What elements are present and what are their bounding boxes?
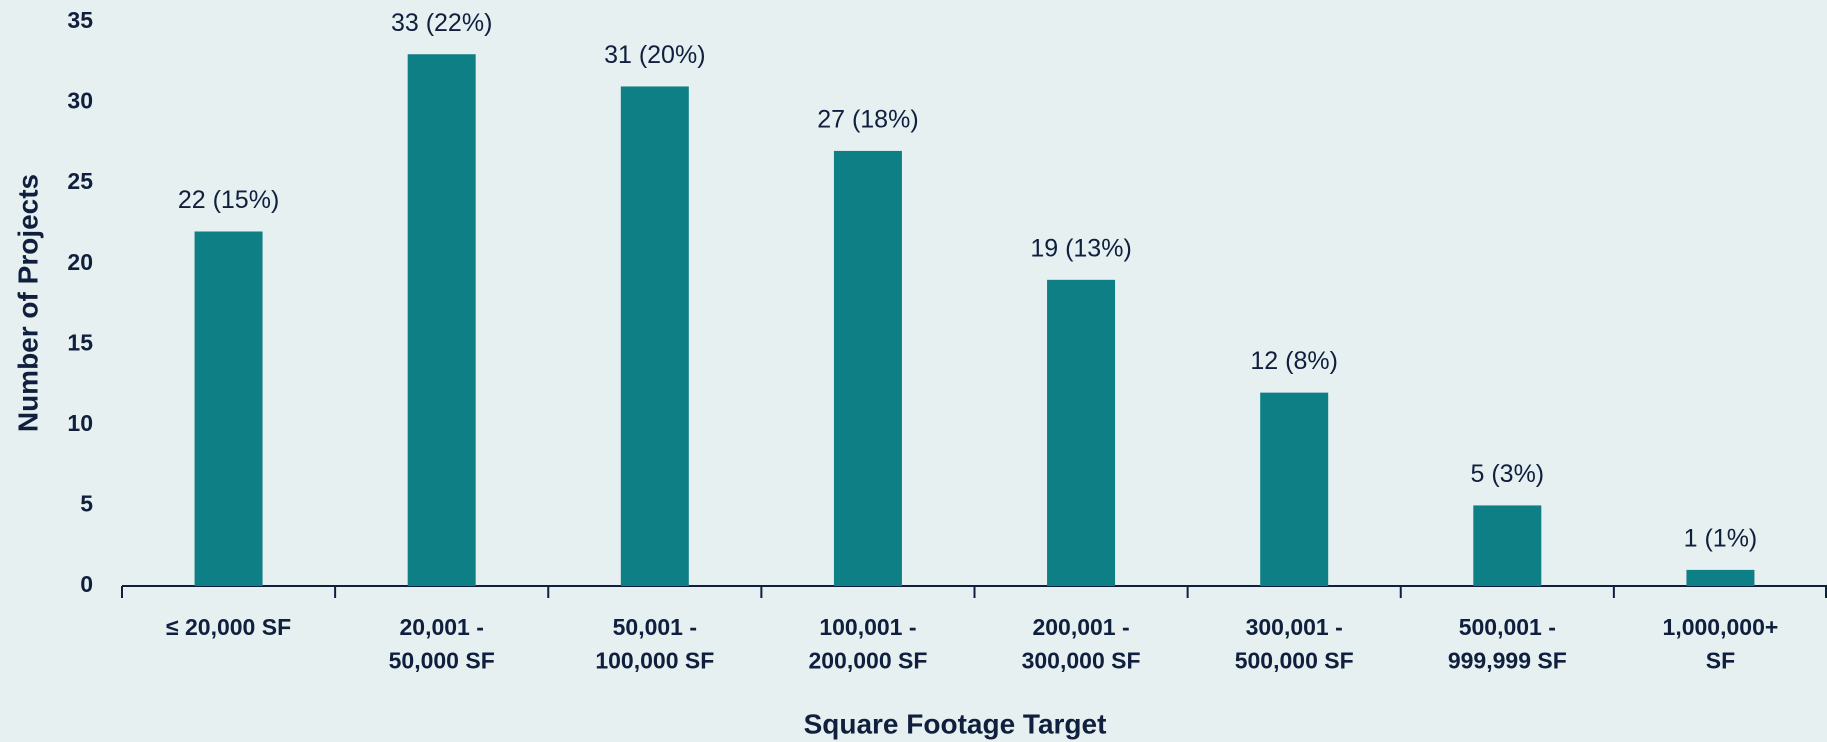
value-label: 19 (13%) [1030,234,1131,262]
bar [1260,392,1329,586]
bar [407,54,476,586]
value-label: 12 (8%) [1250,347,1338,375]
y-tick-label: 5 [80,491,93,517]
value-label: 22 (15%) [178,186,279,214]
value-label: 5 (3%) [1470,460,1544,488]
x-tick-label: 50,001 -100,000 SF [595,614,714,673]
y-axis-title: Number of Projects [12,174,43,432]
x-tick-label: ≤ 20,000 SF [166,614,291,640]
y-tick-label: 30 [67,88,93,114]
x-tick-label: 300,001 -500,000 SF [1235,614,1354,673]
y-tick-label: 0 [80,571,93,597]
bar [194,231,263,586]
y-tick-label: 20 [67,249,93,275]
y-tick-label: 15 [67,329,93,355]
bar [1047,279,1116,586]
x-tick-label: 200,001 -300,000 SF [1022,614,1141,673]
value-label: 31 (20%) [604,41,705,69]
y-tick-label: 35 [67,7,93,33]
x-axis-title: Square Footage Target [804,708,1107,739]
value-label: 1 (1%) [1684,524,1758,552]
x-tick-label: 20,001 -50,000 SF [389,614,495,673]
value-label: 33 (22%) [391,9,492,37]
bar [1686,569,1755,586]
x-tick-label: 500,001 -999,999 SF [1448,614,1567,673]
bar [833,150,902,586]
y-tick-label: 25 [67,168,93,194]
bar [1473,505,1542,586]
x-tick-label: 1,000,000+ SF [1663,614,1779,673]
y-tick-label: 10 [67,410,93,436]
x-tick-label: 100,001 -200,000 SF [808,614,927,673]
bar [620,86,689,586]
value-label: 27 (18%) [817,106,918,134]
